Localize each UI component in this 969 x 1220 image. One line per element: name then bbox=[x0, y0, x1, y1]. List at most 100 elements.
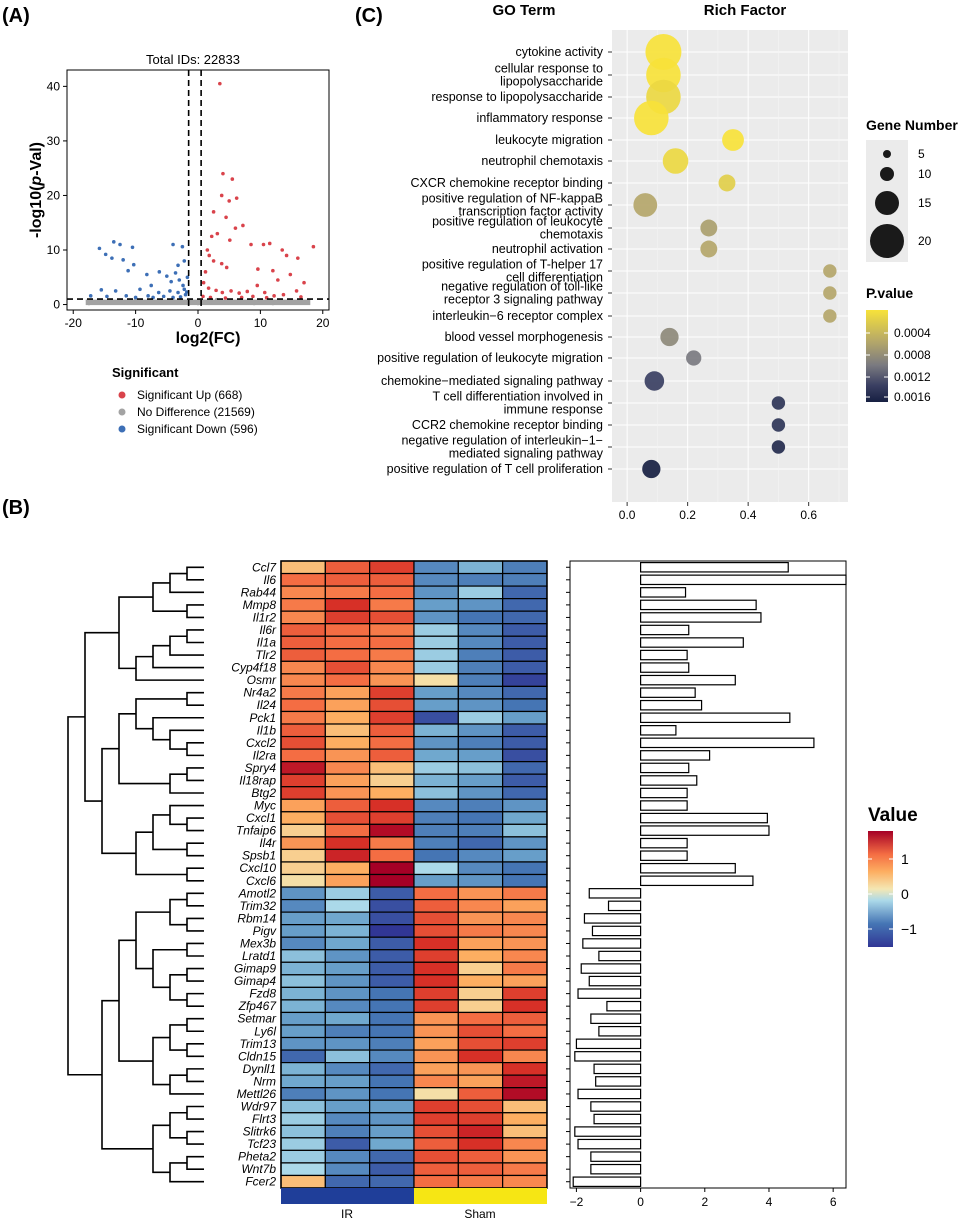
heatmap-cell bbox=[457, 911, 504, 926]
volcano-point bbox=[281, 292, 286, 297]
go-term-label: inflammatory response bbox=[477, 111, 603, 125]
volcano-x-axis: -20 -10 0 10 20 bbox=[65, 310, 330, 330]
volcano-point bbox=[183, 292, 188, 297]
heatmap-cell bbox=[324, 911, 371, 926]
gene-label: Gimap9 bbox=[234, 962, 276, 976]
heatmap-cell bbox=[369, 898, 415, 913]
gene-label: Flrt3 bbox=[252, 1112, 276, 1126]
heatmap-cell bbox=[324, 748, 371, 763]
fold-change-bar bbox=[572, 1176, 642, 1188]
heatmap-cell bbox=[280, 1099, 326, 1114]
heatmap-cell bbox=[457, 761, 504, 775]
heatmap-cell bbox=[324, 974, 371, 988]
fold-change-bar bbox=[607, 900, 642, 912]
gene-label: Il4r bbox=[259, 836, 277, 850]
heatmap-cell bbox=[457, 1162, 504, 1177]
gene-label: Pheta2 bbox=[238, 1150, 276, 1164]
volcano-point bbox=[97, 246, 102, 251]
gene-label: Il24 bbox=[257, 698, 277, 712]
heatmap-cell bbox=[369, 648, 415, 662]
heatmap-cell bbox=[457, 1074, 504, 1089]
fold-change-bar bbox=[606, 1000, 642, 1012]
gene-label: Btg2 bbox=[251, 786, 276, 800]
heatmap-cell bbox=[280, 1174, 326, 1189]
heatmap-cell bbox=[413, 1149, 459, 1164]
volcano-point bbox=[302, 280, 306, 285]
heatmap-cell bbox=[324, 572, 371, 587]
dendrogram-branch bbox=[186, 691, 204, 707]
go-term-label-line: receptor 3 signaling pathway bbox=[444, 293, 604, 307]
heatmap-cell bbox=[413, 1124, 459, 1139]
legend-nodiff-swatch bbox=[118, 408, 126, 416]
heatmap-cell bbox=[457, 773, 504, 788]
heatmap-cell bbox=[413, 748, 459, 763]
bar-xtick-label: −2 bbox=[570, 1195, 584, 1209]
go-term-label-line: immune response bbox=[504, 403, 603, 417]
go-term-label-line: CXCR chemokine receptor binding bbox=[411, 176, 604, 190]
heatmap-cell bbox=[413, 848, 459, 863]
heatmap-cell bbox=[457, 1099, 504, 1114]
heatmap-cell bbox=[457, 673, 504, 687]
go-term-label: leukocyte migration bbox=[495, 133, 603, 147]
fold-change-bar bbox=[640, 649, 688, 661]
go-bubble bbox=[718, 174, 736, 192]
go-term-labels: cytokine activity cellular response to lip… bbox=[377, 45, 612, 476]
go-term-label-line: negative regulation of interleukin−1− bbox=[401, 434, 603, 448]
heatmap-cell bbox=[369, 999, 415, 1014]
heatmap-cell bbox=[502, 735, 548, 750]
gene-label: Dynll1 bbox=[243, 1062, 276, 1076]
volcano-ylabel-suffix: -Val) bbox=[28, 142, 45, 176]
go-term-label: negative regulation of toll-like receptor… bbox=[441, 280, 604, 307]
heatmap-cell bbox=[413, 572, 459, 587]
heatmap-cell bbox=[502, 1174, 548, 1189]
volcano-point bbox=[224, 215, 228, 220]
volcano-points bbox=[67, 70, 329, 310]
fold-change-bar bbox=[640, 712, 791, 724]
dendrogram-branch bbox=[152, 716, 204, 741]
heatmap-cell bbox=[457, 798, 504, 813]
heatmap-cell bbox=[280, 811, 326, 825]
heatmap-cell bbox=[502, 786, 548, 800]
volcano-point bbox=[288, 272, 293, 277]
volcano-point bbox=[234, 196, 239, 200]
volcano-point bbox=[176, 263, 180, 268]
heatmap-cell bbox=[280, 1112, 326, 1126]
fold-change-bar bbox=[593, 1113, 642, 1125]
heatmap-cell bbox=[413, 1074, 459, 1089]
heatmap-cell bbox=[280, 936, 326, 951]
volcano-point bbox=[173, 271, 178, 275]
dendrogram-branch bbox=[186, 942, 204, 957]
heatmap-cell bbox=[324, 698, 371, 713]
go-term-label-line: positive regulation of T cell proliferat… bbox=[387, 462, 603, 476]
go-term-label-line: interleukin−6 receptor complex bbox=[432, 309, 603, 323]
go-bubble bbox=[771, 418, 786, 432]
volcano-point bbox=[221, 299, 225, 304]
heatmap-cell bbox=[280, 961, 326, 976]
heatmap-cell bbox=[457, 560, 504, 575]
heatmap-cell bbox=[413, 648, 459, 662]
volcano-point bbox=[121, 258, 125, 262]
volcano-point bbox=[311, 244, 316, 249]
go-term-label: cellular response to lipopolysaccharide bbox=[495, 62, 603, 89]
color-legend-label-3: 0.0012 bbox=[894, 370, 931, 384]
gene-label: Cxcl1 bbox=[246, 811, 276, 825]
heatmap-cell bbox=[324, 635, 371, 650]
heatmap-cell bbox=[502, 673, 548, 687]
heatmap-cell bbox=[369, 823, 415, 838]
volcano-point bbox=[280, 248, 285, 252]
color-legend-label-4: 0.0016 bbox=[894, 390, 931, 404]
heatmap-cell bbox=[457, 1149, 504, 1164]
volcano-point bbox=[177, 278, 182, 282]
go-bubble bbox=[662, 148, 689, 174]
heatmap-cell bbox=[280, 786, 326, 800]
volcano-point bbox=[121, 301, 125, 305]
heatmap-cell bbox=[502, 648, 548, 662]
heatmap-cell bbox=[280, 623, 326, 637]
heatmap-cell bbox=[369, 986, 415, 1001]
size-legend-label-5: 5 bbox=[918, 147, 925, 161]
fold-change-bar bbox=[640, 624, 690, 636]
go-term-label: positive regulation of T cell proliferat… bbox=[387, 462, 603, 476]
volcano-point bbox=[251, 294, 255, 299]
gene-label: Ccl7 bbox=[252, 560, 277, 574]
fold-change-bar bbox=[590, 1151, 642, 1162]
